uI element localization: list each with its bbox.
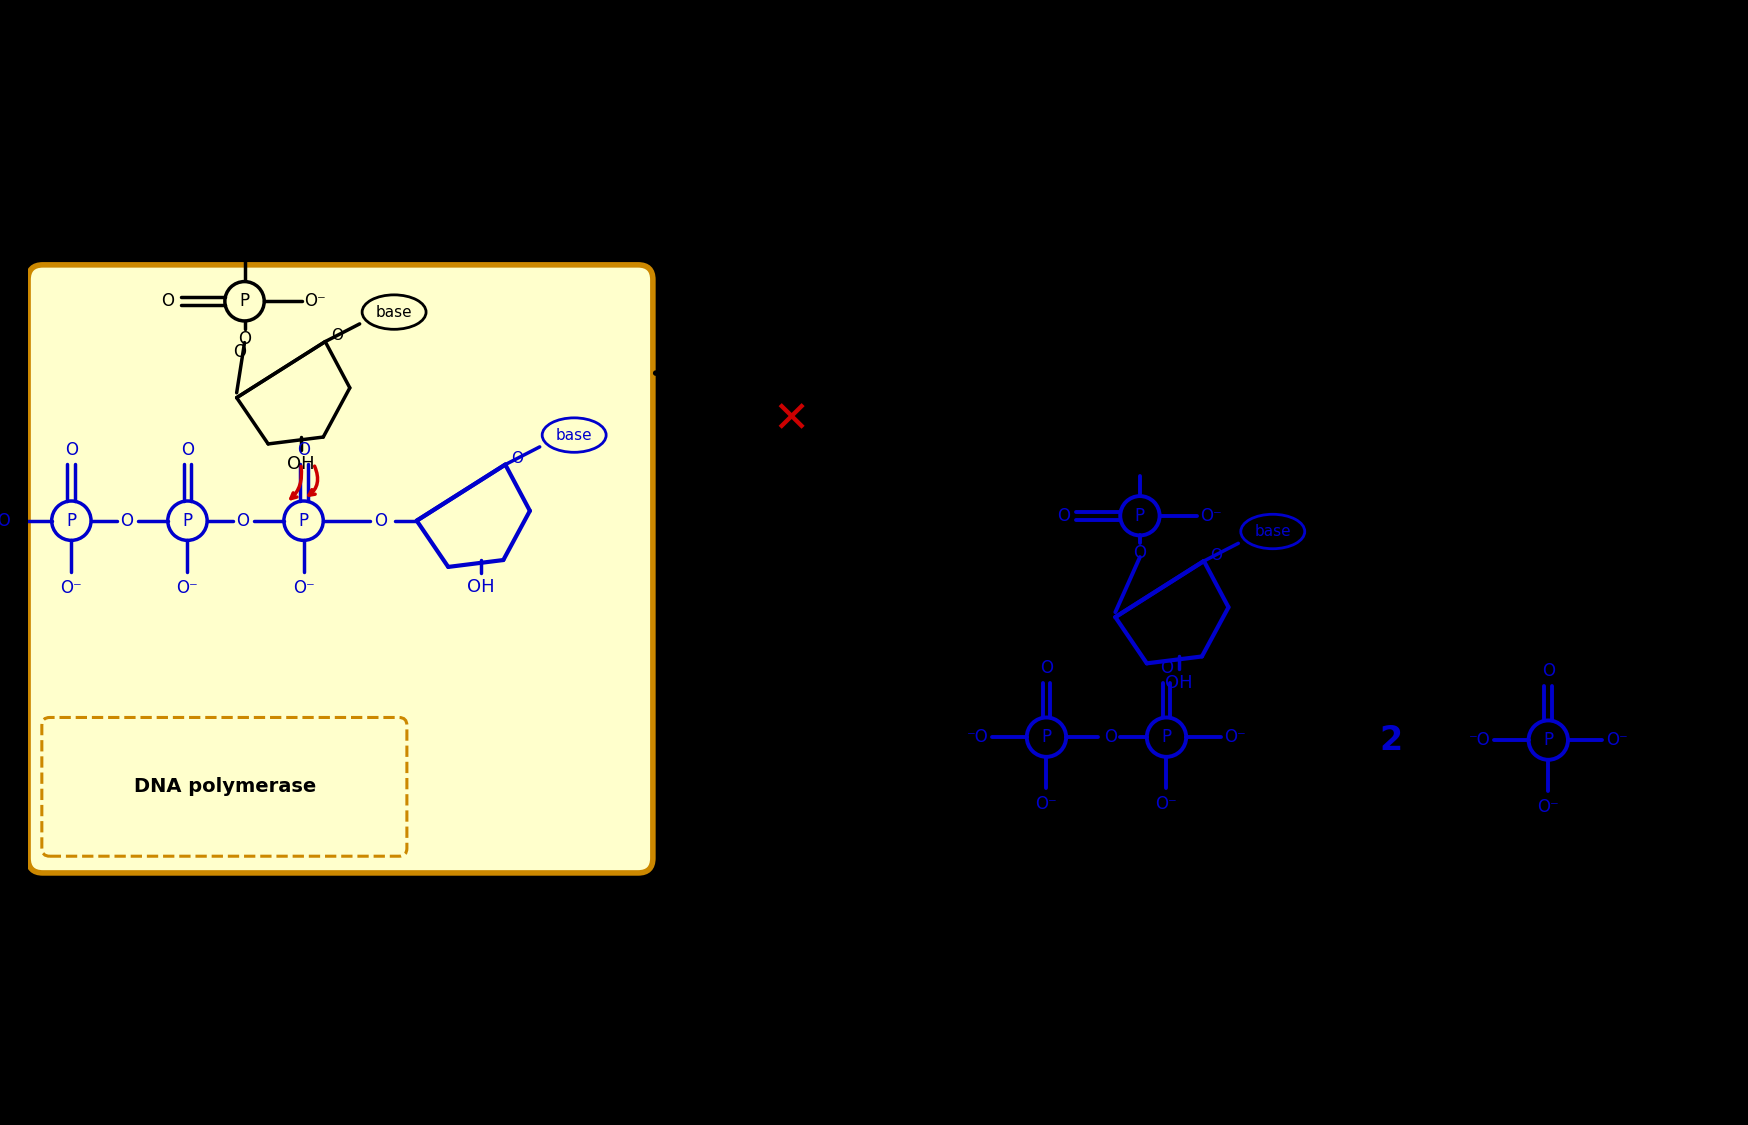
Text: DNA polymerase: DNA polymerase (133, 777, 316, 795)
Text: O: O (161, 292, 175, 310)
Text: O: O (297, 441, 309, 459)
Text: ✕: ✕ (771, 398, 809, 441)
Text: O: O (1103, 330, 1117, 348)
Text: O⁻: O⁻ (304, 292, 327, 310)
Text: (: ( (1418, 705, 1446, 775)
Text: O⁻: O⁻ (1155, 795, 1176, 813)
Text: O⁻: O⁻ (998, 91, 1021, 109)
Text: ⁻O: ⁻O (1468, 731, 1489, 749)
Text: O: O (1180, 331, 1192, 346)
Text: O: O (236, 512, 248, 530)
Text: base: base (329, 91, 365, 106)
Text: P: P (239, 292, 250, 310)
Text: O: O (142, 91, 154, 109)
Text: OH: OH (287, 455, 315, 472)
Text: P: P (182, 512, 192, 530)
Text: P: P (1542, 731, 1552, 749)
Text: O: O (1040, 659, 1052, 677)
Text: O: O (1103, 241, 1117, 259)
Text: ): ) (1652, 705, 1680, 775)
Text: O: O (1133, 544, 1145, 562)
Text: O: O (1056, 506, 1070, 524)
Text: O: O (1542, 663, 1554, 681)
Text: base: base (556, 428, 593, 442)
Text: O⁻: O⁻ (1224, 728, 1246, 746)
Text: O: O (1159, 659, 1173, 677)
Text: O: O (1103, 728, 1117, 746)
Text: Pyrophosphorolysis: Pyrophosphorolysis (690, 446, 890, 463)
Text: O: O (1210, 548, 1222, 562)
Text: O⁻: O⁻ (1199, 506, 1220, 524)
Text: P: P (299, 512, 308, 530)
Text: O: O (1133, 458, 1145, 476)
Text: +: + (951, 726, 977, 755)
Text: 2: 2 (1379, 723, 1402, 757)
Text: O⁻: O⁻ (1035, 795, 1058, 813)
Text: OH: OH (467, 577, 495, 595)
Text: O⁻: O⁻ (177, 578, 198, 596)
Text: P: P (1134, 506, 1145, 524)
Text: O⁻: O⁻ (1605, 731, 1627, 749)
Text: ⁻O: ⁻O (0, 512, 12, 530)
Text: base: base (1224, 307, 1260, 323)
Text: O: O (330, 328, 343, 343)
Text: O⁻: O⁻ (1536, 798, 1557, 816)
Text: OH: OH (1164, 674, 1192, 692)
Text: O: O (1026, 292, 1040, 310)
Text: O⁻: O⁻ (1169, 292, 1192, 310)
Text: O⁻: O⁻ (61, 578, 82, 596)
Text: P: P (1040, 728, 1051, 746)
Text: O: O (510, 451, 523, 466)
Text: O: O (285, 115, 297, 129)
Text: O: O (1150, 115, 1162, 129)
Text: O: O (180, 441, 194, 459)
Text: ⁻O: ⁻O (967, 728, 988, 746)
Text: O: O (374, 512, 386, 530)
Text: O: O (232, 343, 246, 361)
Text: base: base (1194, 91, 1231, 106)
Text: O: O (121, 512, 133, 530)
Text: O⁻: O⁻ (292, 578, 315, 596)
Text: P: P (66, 512, 77, 530)
Text: base: base (376, 305, 413, 319)
Text: O: O (65, 441, 79, 459)
Text: P: P (1161, 728, 1171, 746)
Text: O: O (238, 241, 252, 259)
Text: P: P (1105, 292, 1115, 310)
Text: O: O (164, 162, 177, 180)
Text: O: O (1098, 342, 1112, 360)
FancyBboxPatch shape (28, 264, 652, 873)
Text: base: base (1253, 524, 1290, 539)
Text: O: O (238, 330, 252, 348)
